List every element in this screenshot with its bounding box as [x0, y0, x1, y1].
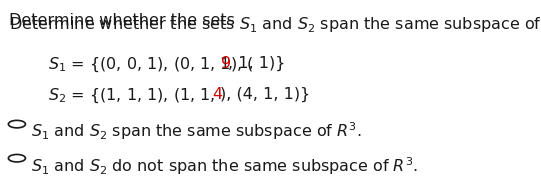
- Text: Determine whether the sets: Determine whether the sets: [9, 13, 240, 28]
- Text: $S_1$ and $S_2$ do not span the same subspace of $R^3$.: $S_1$ and $S_2$ do not span the same sub…: [30, 155, 418, 176]
- Text: 4: 4: [212, 87, 222, 102]
- Text: Determine whether the sets $S_1$ and $S_2$ span the same subspace of $R^3$.: Determine whether the sets $S_1$ and $S_…: [9, 13, 541, 35]
- Text: $S_2$ = {(1, 1, 1), (1, 1,: $S_2$ = {(1, 1, 1), (1, 1,: [48, 87, 217, 105]
- Text: ), (4, 1, 1)}: ), (4, 1, 1)}: [220, 87, 310, 102]
- Text: $S_1$ and $S_2$ span the same subspace of $R^3$.: $S_1$ and $S_2$ span the same subspace o…: [30, 121, 361, 142]
- Text: , 1, 1)}: , 1, 1)}: [228, 56, 286, 71]
- Text: $S_1$ = {(0, 0, 1), (0, 1, 1), (: $S_1$ = {(0, 0, 1), (0, 1, 1), (: [48, 56, 254, 74]
- Text: 9: 9: [221, 56, 231, 71]
